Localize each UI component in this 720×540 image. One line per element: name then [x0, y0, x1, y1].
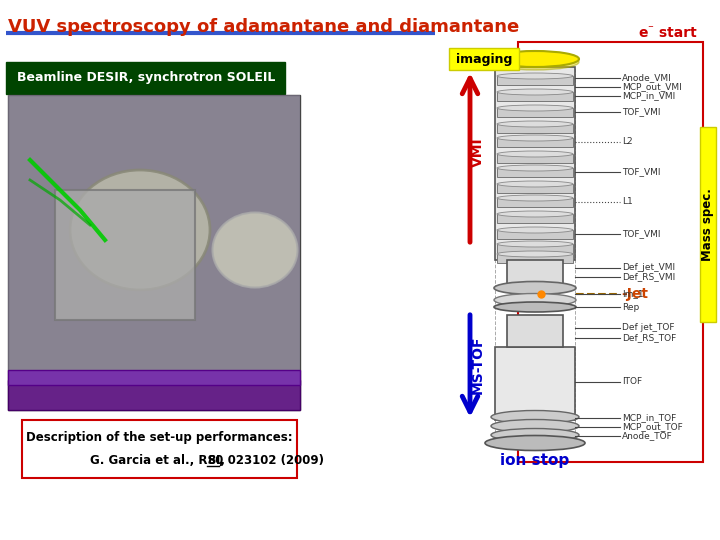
Bar	[497, 138, 573, 147]
Ellipse shape	[494, 294, 576, 307]
Ellipse shape	[497, 181, 573, 187]
Text: Def jet_TOF: Def jet_TOF	[622, 323, 675, 333]
Bar	[497, 244, 573, 253]
Bar	[497, 154, 573, 163]
Ellipse shape	[491, 54, 579, 70]
Text: MCP_in_VMI: MCP_in_VMI	[622, 91, 675, 100]
Ellipse shape	[497, 105, 573, 111]
Ellipse shape	[497, 121, 573, 127]
Ellipse shape	[491, 51, 579, 67]
Bar	[497, 108, 573, 117]
Bar	[8, 95, 300, 410]
Text: TOF_VMI: TOF_VMI	[622, 230, 660, 239]
Ellipse shape	[485, 435, 585, 450]
Bar	[495, 67, 575, 260]
Text: ITOF: ITOF	[622, 377, 642, 387]
Text: L1: L1	[622, 198, 633, 206]
Text: ⁻: ⁻	[647, 24, 653, 34]
Ellipse shape	[497, 73, 573, 79]
Text: e: e	[638, 26, 647, 40]
Ellipse shape	[497, 195, 573, 201]
Text: MS-TOF: MS-TOF	[471, 336, 485, 394]
Ellipse shape	[497, 89, 573, 95]
Text: G. Garcia et al., RSI,: G. Garcia et al., RSI,	[90, 455, 229, 468]
Bar	[497, 92, 573, 101]
Bar	[495, 347, 575, 420]
Bar	[497, 76, 573, 85]
Text: Def_RS_VMI: Def_RS_VMI	[622, 273, 675, 281]
Bar	[8, 380, 300, 410]
Text: imaging: imaging	[456, 52, 512, 65]
Text: VUV spectroscopy of adamantane and diamantane: VUV spectroscopy of adamantane and diama…	[8, 18, 519, 36]
Bar	[497, 184, 573, 193]
Bar	[518, 42, 703, 462]
Text: ion stop: ion stop	[500, 453, 570, 468]
Bar	[497, 198, 573, 207]
Text: Im_1: Im_1	[622, 289, 644, 299]
Text: TOF_VMI: TOF_VMI	[622, 107, 660, 117]
Text: Rep: Rep	[622, 302, 639, 312]
FancyBboxPatch shape	[449, 48, 519, 70]
Ellipse shape	[497, 241, 573, 247]
Bar	[8, 95, 300, 410]
Bar	[8, 95, 300, 410]
Text: Anode_TOF: Anode_TOF	[622, 431, 672, 441]
Text: -Jet: -Jet	[621, 287, 648, 301]
Text: MCP_out_TOF: MCP_out_TOF	[622, 422, 683, 431]
Ellipse shape	[491, 410, 579, 423]
Ellipse shape	[497, 227, 573, 233]
Ellipse shape	[494, 281, 576, 294]
Ellipse shape	[497, 135, 573, 141]
Text: L2: L2	[622, 138, 633, 146]
Bar	[507, 260, 563, 285]
Text: 80: 80	[207, 455, 223, 468]
Text: Anode_VMI: Anode_VMI	[622, 73, 672, 83]
Text: MCP_out_VMI: MCP_out_VMI	[622, 83, 682, 91]
Bar	[497, 168, 573, 177]
Ellipse shape	[497, 151, 573, 157]
Text: Mass spec.: Mass spec.	[701, 188, 714, 261]
Bar	[497, 230, 573, 239]
Text: VMI: VMI	[471, 137, 485, 167]
Text: Def_jet_VMI: Def_jet_VMI	[622, 264, 675, 273]
Ellipse shape	[491, 420, 579, 433]
Ellipse shape	[70, 170, 210, 290]
Bar	[8, 370, 300, 385]
Bar	[497, 124, 573, 133]
Text: TOF_VMI: TOF_VMI	[622, 167, 660, 177]
Ellipse shape	[491, 429, 579, 442]
Ellipse shape	[497, 211, 573, 217]
Text: start: start	[654, 26, 697, 40]
Text: , 023102 (2009): , 023102 (2009)	[219, 455, 324, 468]
Bar	[497, 254, 573, 263]
FancyBboxPatch shape	[6, 62, 285, 94]
Bar	[700, 127, 716, 322]
Text: Def_RS_TOF: Def_RS_TOF	[622, 334, 676, 342]
Ellipse shape	[497, 165, 573, 171]
Ellipse shape	[494, 302, 576, 312]
Bar	[22, 420, 297, 478]
Bar	[507, 315, 563, 347]
Text: Description of the set-up performances:: Description of the set-up performances:	[26, 430, 292, 443]
Bar	[497, 214, 573, 223]
Ellipse shape	[212, 213, 297, 287]
Ellipse shape	[497, 251, 573, 257]
Text: MCP_in_TOF: MCP_in_TOF	[622, 414, 676, 422]
Text: Beamline DESIR, synchrotron SOLEIL: Beamline DESIR, synchrotron SOLEIL	[17, 71, 275, 84]
Bar	[55, 190, 195, 320]
